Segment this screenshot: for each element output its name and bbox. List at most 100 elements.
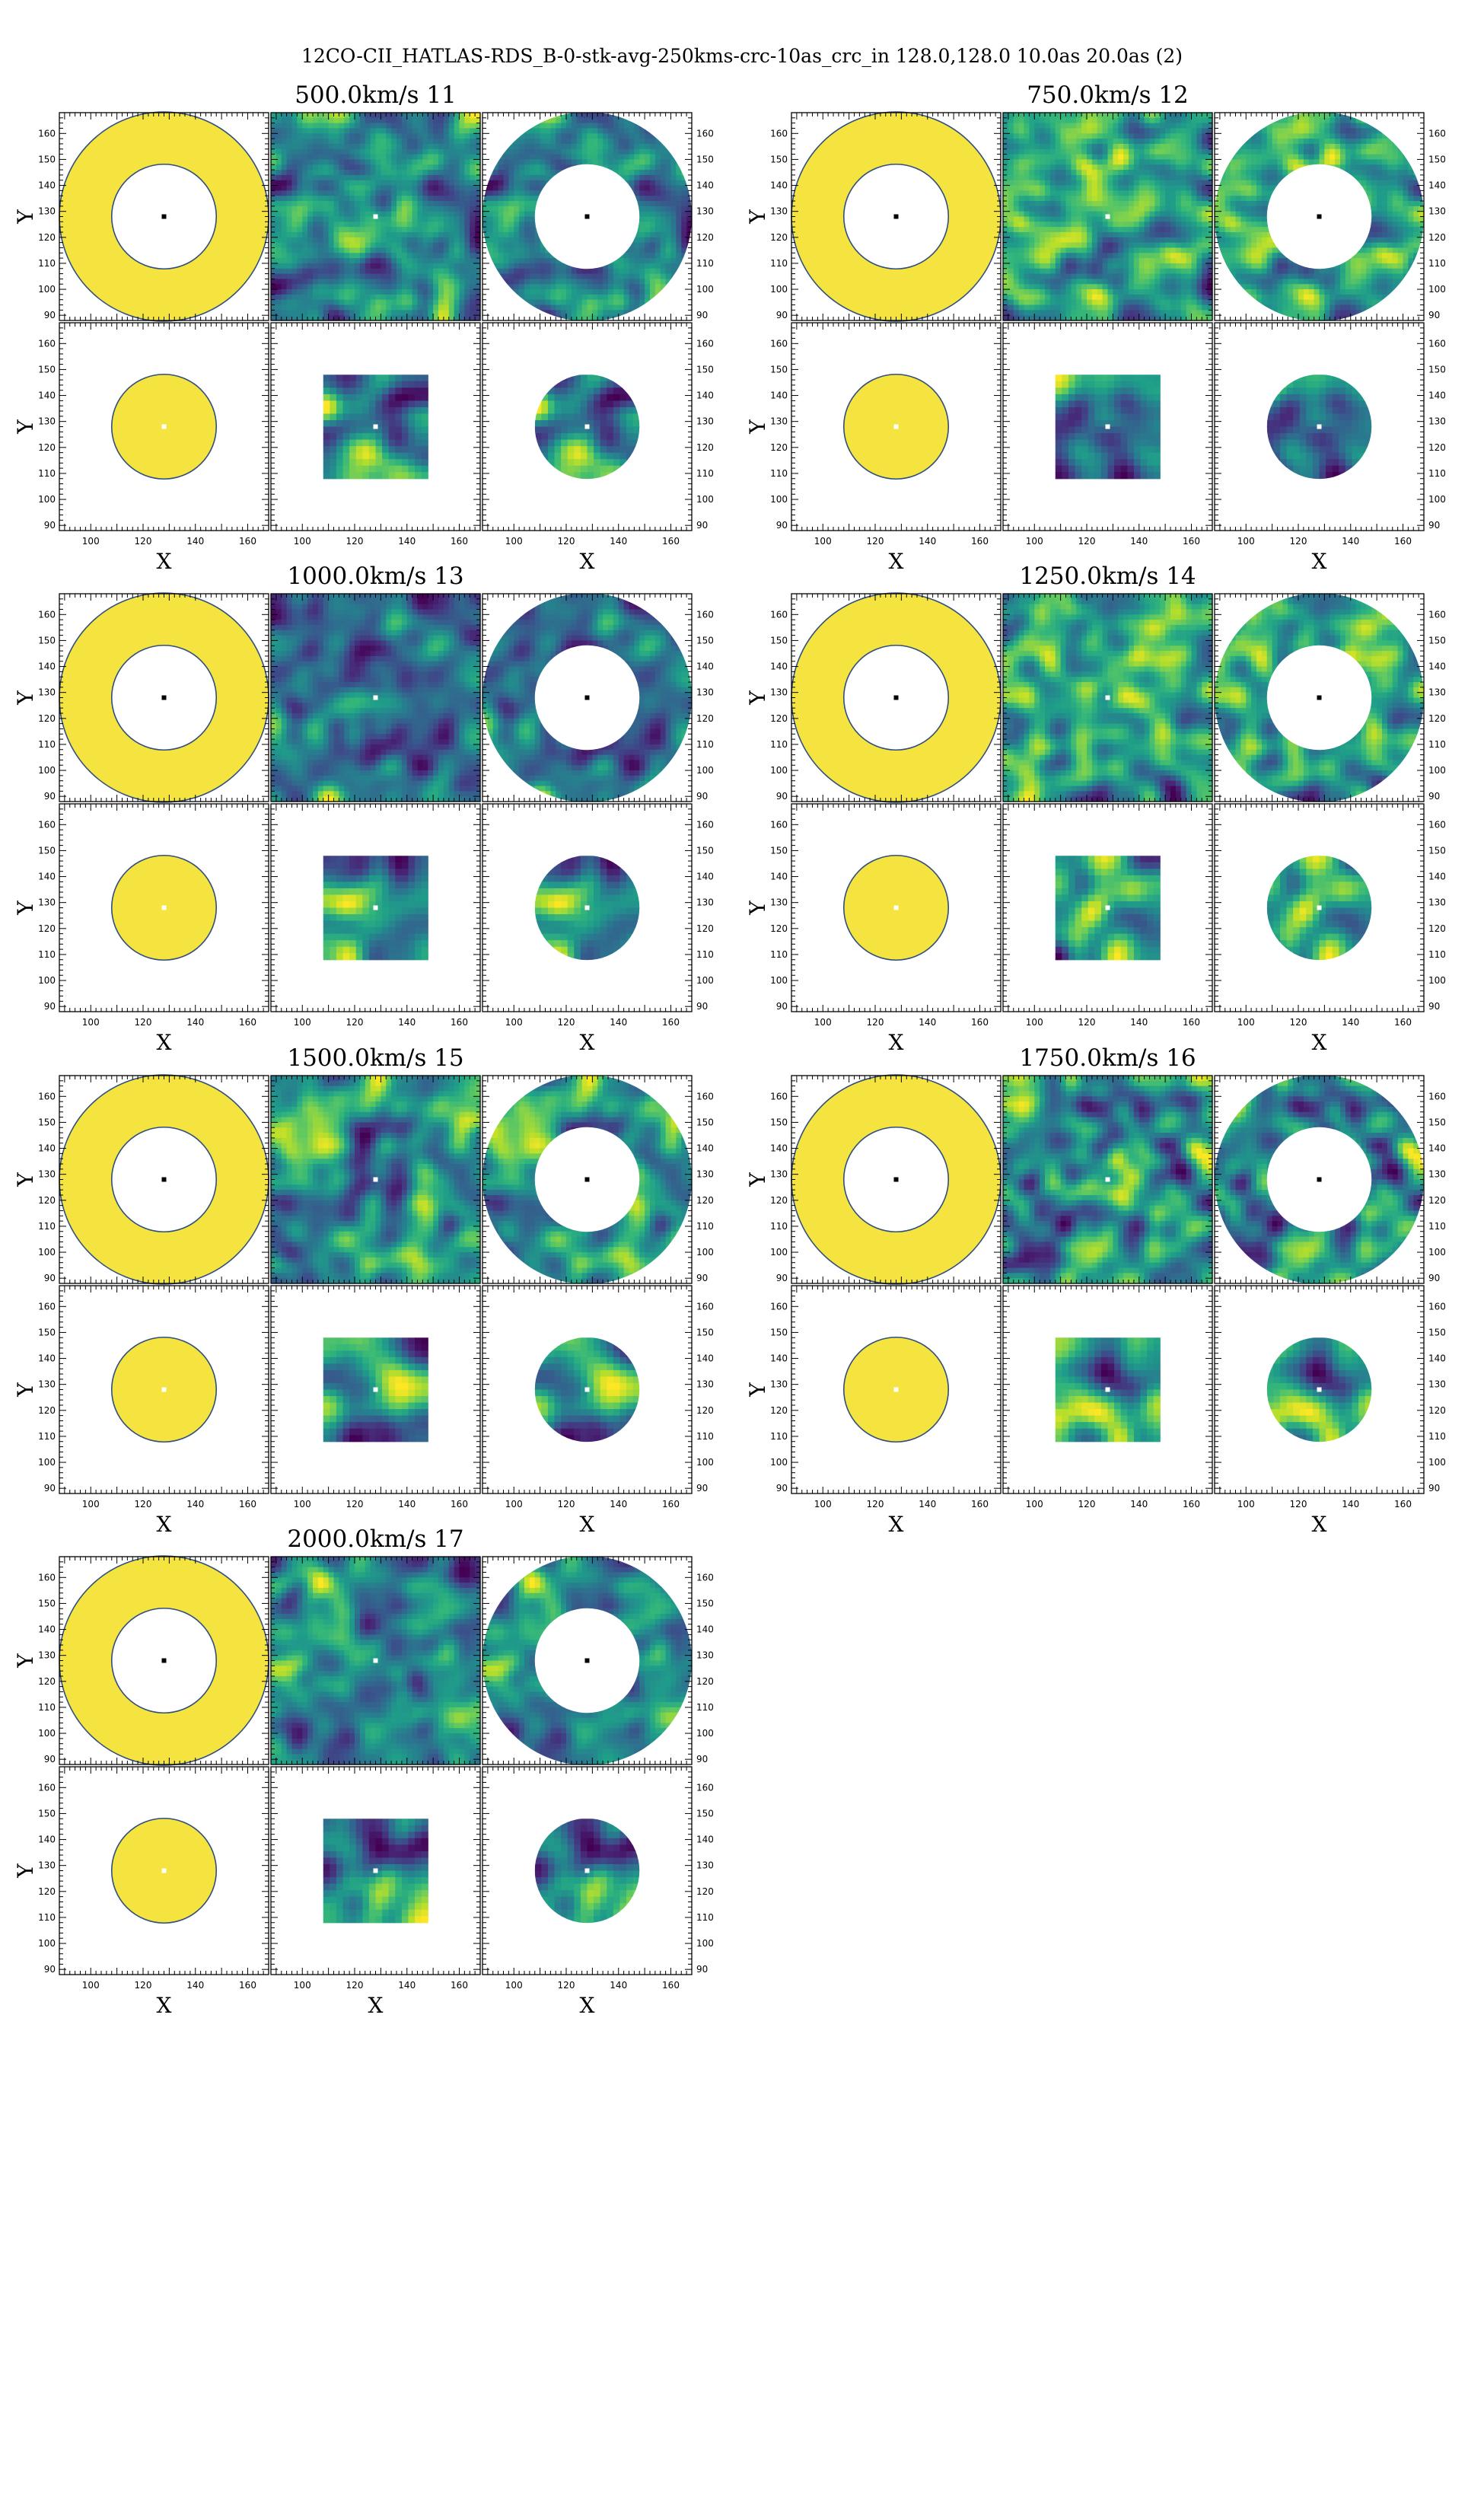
x-tick-label: 120 bbox=[135, 1017, 152, 1028]
center-marker bbox=[1105, 905, 1110, 910]
y-tick-label: 150 bbox=[38, 1117, 56, 1127]
y-tick-label-right: 90 bbox=[696, 1483, 708, 1493]
x-tick-label: 100 bbox=[294, 1499, 311, 1509]
panel-circle-masked: 100 120 140 160 90 100 110 120 130 140 150 160 X bbox=[482, 1285, 714, 1537]
noise-cutout bbox=[1055, 375, 1161, 480]
x-axis-label: X bbox=[889, 1512, 904, 1537]
y-tick-label-right: 140 bbox=[696, 872, 714, 882]
x-tick-label: 160 bbox=[1183, 1499, 1200, 1509]
y-tick-label: 150 bbox=[770, 1327, 788, 1337]
y-tick-label-right: 120 bbox=[1428, 923, 1446, 934]
velocity-group: 500.0km/s 1190100110120130140150160Y9010… bbox=[13, 81, 714, 574]
y-tick-label-right: 100 bbox=[696, 1247, 714, 1258]
x-tick-label: 100 bbox=[505, 1017, 523, 1028]
y-tick-label: 110 bbox=[770, 739, 788, 750]
noise-map bbox=[271, 1557, 481, 1765]
center-marker bbox=[584, 905, 590, 910]
y-tick-label: 100 bbox=[38, 1728, 56, 1739]
group-title: 1750.0km/s 16 bbox=[1019, 1044, 1196, 1072]
panel-annulus-cutout bbox=[1002, 593, 1213, 802]
y-tick-label: 110 bbox=[770, 949, 788, 960]
x-axis-label: X bbox=[580, 1993, 595, 2018]
x-tick-label: 100 bbox=[505, 1499, 523, 1509]
panel-circle-masked: 100 120 140 160 90 100 110 120 130 140 150 160 X bbox=[1214, 322, 1446, 574]
y-tick-label-right: 100 bbox=[696, 765, 714, 776]
y-tick-label-right: 120 bbox=[696, 1405, 714, 1416]
y-tick-label: 90 bbox=[44, 310, 56, 320]
y-tick-label-right: 90 bbox=[1428, 1273, 1440, 1283]
center-marker bbox=[1317, 1177, 1322, 1182]
group-title: 1000.0km/s 13 bbox=[287, 563, 463, 590]
center-marker bbox=[893, 1387, 899, 1392]
y-tick-label-right: 130 bbox=[696, 1650, 714, 1661]
panel-circle-mask: 100 120 140 160 90 100 110 120 130 140 150 160 Y X bbox=[745, 322, 1002, 574]
y-tick-label: 100 bbox=[38, 1457, 56, 1468]
y-tick-label-right: 150 bbox=[1428, 154, 1446, 164]
y-tick-label-right: 100 bbox=[696, 1728, 714, 1739]
y-tick-label: 150 bbox=[770, 364, 788, 375]
panel-annulus-masked: 90 100 110 120 130 140 150 160 bbox=[1214, 1075, 1446, 1284]
y-tick-label: 100 bbox=[770, 1247, 788, 1258]
y-tick-label-right: 110 bbox=[1428, 1221, 1446, 1232]
x-tick-label: 120 bbox=[1290, 536, 1307, 547]
panel-annulus-masked: 90 100 110 120 130 140 150 160 bbox=[482, 1556, 714, 1765]
x-tick-label: 140 bbox=[1342, 1499, 1359, 1509]
panel-circle-mask: 100 120 140 160 90 100 110 120 130 140 150 160 Y X bbox=[745, 803, 1002, 1055]
y-tick-label-right: 110 bbox=[696, 949, 714, 960]
x-tick-label: 140 bbox=[610, 536, 627, 547]
velocity-group: 1500.0km/s 1590100110120130140150160Y901… bbox=[13, 1044, 714, 1537]
y-tick-label: 120 bbox=[38, 923, 56, 934]
x-tick-label: 140 bbox=[398, 1017, 416, 1028]
y-tick-label-right: 130 bbox=[1428, 897, 1446, 908]
y-tick-label-right: 100 bbox=[1428, 1457, 1446, 1468]
center-marker bbox=[1105, 214, 1110, 219]
noise-map bbox=[1003, 594, 1213, 802]
x-axis-label: X bbox=[157, 1030, 172, 1055]
y-tick-label: 110 bbox=[770, 258, 788, 269]
panel-circle-masked: 100 120 140 160 90 100 110 120 130 140 150 160 X bbox=[482, 803, 714, 1055]
x-tick-label: 120 bbox=[558, 1499, 575, 1509]
x-tick-label: 120 bbox=[135, 1980, 152, 1991]
y-tick-label: 90 bbox=[44, 1964, 56, 1975]
x-axis-label: X bbox=[1312, 549, 1327, 574]
x-tick-label: 100 bbox=[294, 1980, 311, 1991]
x-tick-label: 160 bbox=[662, 1499, 680, 1509]
y-tick-label: 110 bbox=[38, 1702, 56, 1713]
panel-circle-mask: 100 120 140 160 90 100 110 120 130 140 150 160 Y X bbox=[13, 322, 269, 574]
y-tick-label: 90 bbox=[44, 1483, 56, 1493]
x-tick-label: 160 bbox=[662, 536, 680, 547]
x-tick-label: 120 bbox=[1078, 536, 1096, 547]
y-tick-label-right: 160 bbox=[1428, 1091, 1446, 1101]
y-tick-label: 160 bbox=[770, 819, 788, 830]
y-tick-label-right: 120 bbox=[1428, 713, 1446, 724]
y-tick-label-right: 160 bbox=[696, 338, 714, 349]
y-tick-label-right: 120 bbox=[696, 1676, 714, 1687]
noise-cutout bbox=[323, 1819, 428, 1924]
y-tick-label-right: 130 bbox=[1428, 687, 1446, 698]
y-tick-label: 90 bbox=[776, 791, 788, 802]
center-marker bbox=[1317, 905, 1322, 910]
y-axis-label: Y bbox=[13, 1863, 38, 1879]
y-tick-label: 120 bbox=[38, 232, 56, 243]
center-marker bbox=[373, 424, 378, 429]
y-tick-label-right: 100 bbox=[1428, 1247, 1446, 1258]
y-tick-label: 140 bbox=[38, 661, 56, 672]
center-marker bbox=[584, 1658, 590, 1663]
x-axis-label: X bbox=[580, 549, 595, 574]
noise-circle bbox=[534, 1337, 640, 1442]
y-tick-label-right: 150 bbox=[1428, 845, 1446, 856]
velocity-group: 1250.0km/s 1490100110120130140150160Y901… bbox=[745, 563, 1446, 1055]
y-tick-label-right: 160 bbox=[696, 1782, 714, 1793]
x-tick-label: 100 bbox=[505, 1980, 523, 1991]
y-tick-label-right: 90 bbox=[696, 1964, 708, 1975]
y-tick-label-right: 140 bbox=[696, 1624, 714, 1635]
y-tick-label: 150 bbox=[770, 154, 788, 164]
x-tick-label: 160 bbox=[239, 536, 256, 547]
x-tick-label: 120 bbox=[867, 536, 884, 547]
x-tick-label: 120 bbox=[346, 1499, 364, 1509]
x-tick-label: 160 bbox=[451, 536, 468, 547]
y-tick-label-right: 150 bbox=[1428, 635, 1446, 646]
x-tick-label: 160 bbox=[451, 1017, 468, 1028]
y-tick-label: 150 bbox=[38, 1598, 56, 1608]
y-tick-label: 100 bbox=[770, 284, 788, 295]
